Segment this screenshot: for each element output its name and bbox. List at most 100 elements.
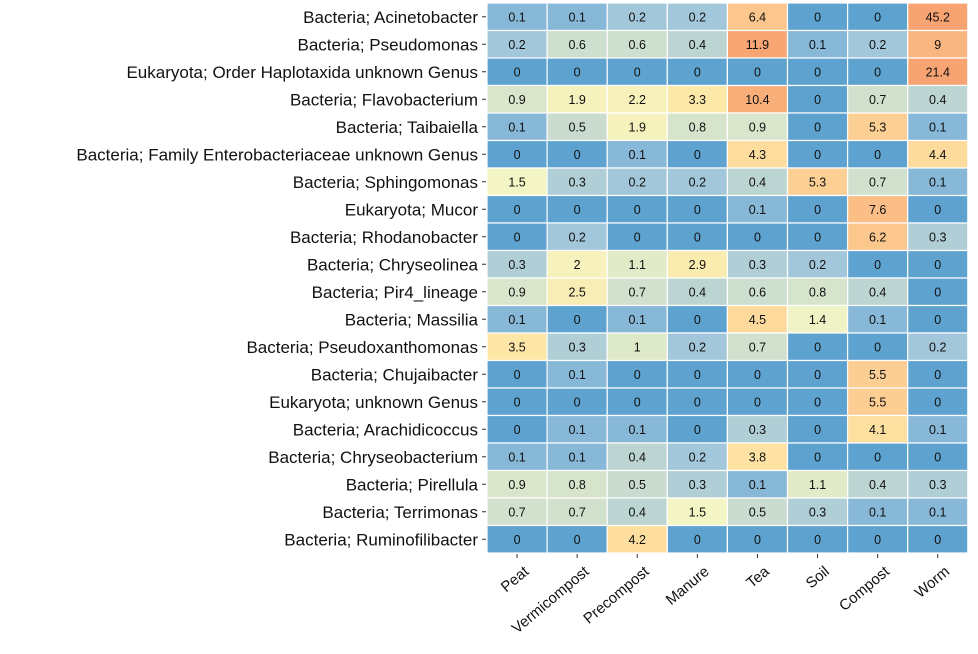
cell-value-label: 0	[934, 313, 941, 327]
cell-value-label: 0.9	[508, 478, 525, 492]
heatmap-cell	[486, 57, 548, 87]
cell-value-label: 1.1	[809, 478, 826, 492]
heatmap-cell	[907, 139, 969, 169]
y-tick-label: Bacteria; Sphingomonas	[293, 173, 478, 192]
cell-value-label: 0.1	[929, 120, 946, 134]
heatmap-cell	[606, 222, 668, 252]
cell-value-label: 0.1	[629, 313, 646, 327]
heatmap-cell	[666, 497, 728, 527]
cell-value-label: 0.1	[809, 38, 826, 52]
heatmap-cell	[907, 57, 969, 87]
cell-value-label: 0.2	[809, 258, 826, 272]
cell-value-label: 0.8	[689, 120, 706, 134]
cell-value-label: 0	[694, 423, 701, 437]
y-tick-label: Bacteria; Chryseolinea	[307, 255, 479, 274]
cell-value-label: 21.4	[926, 65, 950, 79]
y-tick-label: Bacteria; Flavobacterium	[290, 90, 478, 109]
x-tick-label: Precompost	[580, 562, 653, 627]
heatmap-cell	[606, 194, 668, 224]
cell-value-label: 0	[574, 395, 581, 409]
heatmap-cell	[726, 167, 789, 197]
cell-value-label: 0.3	[809, 505, 826, 519]
cell-value-label: 5.5	[869, 368, 886, 382]
cell-value-label: 0.1	[568, 450, 585, 464]
cell-value-label: 0.1	[508, 10, 525, 24]
cell-value-label: 0.9	[508, 93, 525, 107]
cell-value-label: 0	[874, 533, 881, 547]
heatmap-cell	[546, 332, 608, 362]
cell-value-label: 0.1	[929, 423, 946, 437]
cell-value-label: 0	[814, 423, 821, 437]
cell-value-label: 0	[874, 148, 881, 162]
heatmap-cell	[666, 222, 728, 252]
cell-value-label: 0	[694, 230, 701, 244]
cell-value-label: 0.4	[689, 285, 706, 299]
y-tick-label: Bacteria; Family Enterobacteriaceae unkn…	[76, 145, 478, 164]
cell-value-label: 0.4	[929, 93, 946, 107]
cell-value-label: 0	[814, 533, 821, 547]
cell-value-label: 0.7	[869, 175, 886, 189]
cell-value-label: 3.3	[689, 93, 706, 107]
cell-value-label: 0.7	[568, 505, 585, 519]
heatmap-cell	[486, 167, 548, 197]
cell-value-label: 2.2	[629, 93, 646, 107]
cell-value-label: 0.1	[568, 368, 585, 382]
cell-value-label: 0	[814, 65, 821, 79]
cell-value-label: 1.9	[568, 93, 585, 107]
cell-value-label: 0	[514, 533, 521, 547]
heatmap-cell	[726, 84, 789, 114]
heatmap-cell	[486, 332, 548, 362]
heatmap-cell	[907, 304, 969, 334]
cell-value-labels: 0.1 0.1 0.2 0.2 6.4 0 0 45.20.2 0.6 0.6 0.4 11.9 0.1…	[508, 10, 950, 547]
cell-value-label: 6.4	[749, 10, 766, 24]
y-tick-label: Eukaryota; Order Haplotaxida unknown Gen…	[126, 63, 478, 82]
heatmap-cell	[907, 249, 969, 279]
cell-value-label: 0.4	[629, 450, 646, 464]
cell-value-label: 0.1	[508, 120, 525, 134]
cell-value-label: 0	[934, 368, 941, 382]
cell-value-label: 0	[694, 203, 701, 217]
cell-value-label: 0	[694, 533, 701, 547]
heatmap-cell	[486, 277, 548, 307]
cell-value-label: 4.2	[629, 533, 646, 547]
heatmap-cell	[786, 139, 849, 169]
cell-value-label: 0.2	[508, 38, 525, 52]
cell-value-label: 0.2	[689, 175, 706, 189]
cell-value-label: 0	[694, 313, 701, 327]
cell-value-label: 3.5	[508, 340, 525, 354]
cell-value-label: 0.2	[689, 340, 706, 354]
heatmap-cell	[606, 442, 668, 472]
cell-value-label: 0.2	[869, 38, 886, 52]
heatmap-cell	[666, 249, 728, 279]
cell-value-label: 3.8	[749, 450, 766, 464]
cell-value-label: 0	[514, 203, 521, 217]
cell-value-label: 0.2	[689, 10, 706, 24]
cell-value-label: 1	[634, 340, 641, 354]
cell-value-label: 4.4	[929, 148, 946, 162]
cell-value-label: 9	[934, 38, 941, 52]
cell-value-label: 2.5	[568, 285, 585, 299]
cell-value-label: 5.5	[869, 395, 886, 409]
cell-value-label: 0	[874, 450, 881, 464]
heatmap-cell	[726, 277, 789, 307]
heatmap-cell	[546, 277, 608, 307]
cell-value-label: 0.7	[629, 285, 646, 299]
heatmap-cell	[786, 249, 849, 279]
heatmap-cell	[666, 112, 728, 142]
heatmap-cell	[786, 469, 849, 499]
cell-value-label: 0.2	[568, 230, 585, 244]
cell-value-label: 0.6	[749, 285, 766, 299]
cell-value-label: 0	[814, 230, 821, 244]
heatmap-cell	[726, 222, 789, 252]
cell-value-label: 0.3	[929, 478, 946, 492]
heatmap-cell	[786, 167, 849, 197]
cell-value-label: 0.6	[568, 38, 585, 52]
cell-value-label: 0	[874, 10, 881, 24]
y-tick-label: Bacteria; Pirellula	[346, 475, 479, 494]
cell-value-label: 6.2	[869, 230, 886, 244]
cell-value-label: 0	[754, 395, 761, 409]
cell-value-label: 5.3	[809, 175, 826, 189]
cell-value-label: 0	[634, 203, 641, 217]
heatmap-cell	[606, 332, 668, 362]
